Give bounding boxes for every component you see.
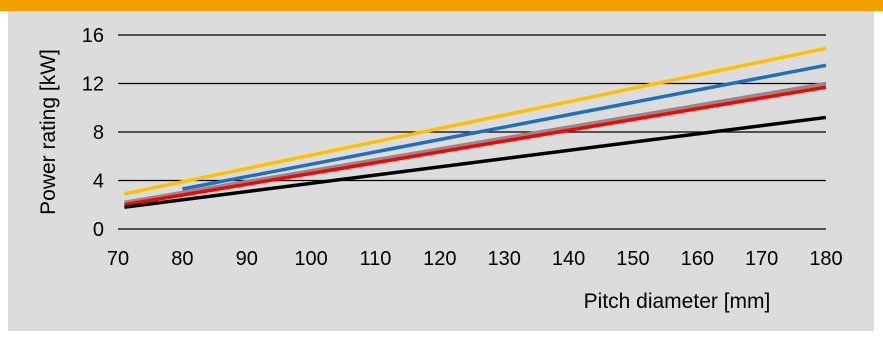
y-tick-label: 8	[93, 122, 104, 144]
x-tick-label: 100	[294, 248, 327, 270]
x-tick-label: 150	[616, 248, 649, 270]
x-tick-label: 170	[745, 248, 778, 270]
x-tick-label: 90	[236, 248, 258, 270]
y-tick-labels: 0 4 8 12 16	[82, 25, 104, 241]
x-tick-labels: 70 80 90 100 110 120 130 140 150 160 170 180	[107, 248, 843, 270]
x-tick-label: 120	[423, 248, 456, 270]
y-tick-label: 12	[82, 74, 104, 96]
y-axis-title: Power rating [kW]	[37, 49, 60, 215]
x-tick-label: 80	[171, 248, 193, 270]
y-tick-label: 4	[93, 171, 104, 193]
x-tick-label: 140	[552, 248, 585, 270]
series-line-3	[124, 81, 827, 205]
y-tick-label: 0	[93, 219, 104, 241]
series-line-1	[124, 46, 827, 196]
x-axis-title: Pitch diameter [mm]	[584, 290, 771, 313]
x-tick-label: 70	[107, 248, 129, 270]
x-tick-label: 180	[809, 248, 842, 270]
series-lines	[124, 46, 827, 209]
y-tick-label: 16	[82, 25, 104, 47]
accent-top-bar	[0, 0, 883, 11]
x-tick-label: 130	[487, 248, 520, 270]
chart-panel	[8, 11, 874, 331]
series-line-2	[182, 63, 827, 191]
series-line-4	[124, 85, 827, 207]
x-tick-label: 110	[360, 248, 392, 270]
series-line-5	[124, 115, 827, 209]
x-tick-label: 160	[681, 248, 714, 270]
